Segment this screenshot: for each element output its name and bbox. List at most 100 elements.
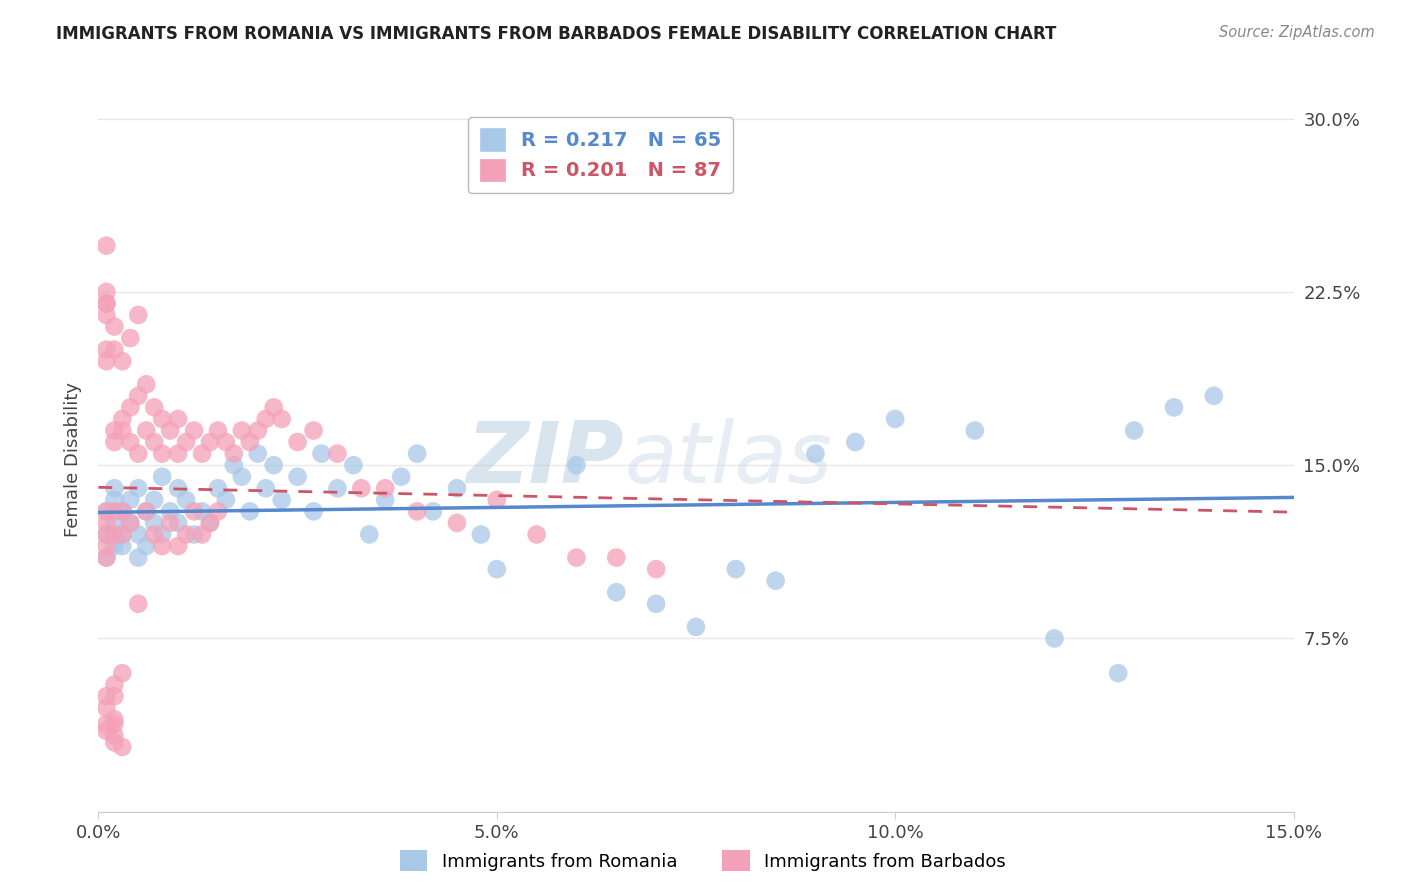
Point bbox=[374, 492, 396, 507]
Point bbox=[135, 504, 157, 518]
Point bbox=[103, 729, 125, 743]
Point bbox=[191, 504, 214, 518]
Text: atlas: atlas bbox=[624, 417, 832, 501]
Point bbox=[1163, 401, 1185, 415]
Point bbox=[103, 319, 125, 334]
Text: IMMIGRANTS FROM ROMANIA VS IMMIGRANTS FROM BARBADOS FEMALE DISABILITY CORRELATIO: IMMIGRANTS FROM ROMANIA VS IMMIGRANTS FR… bbox=[56, 25, 1057, 43]
Point bbox=[96, 550, 118, 565]
Point bbox=[765, 574, 787, 588]
Point bbox=[103, 481, 125, 495]
Point bbox=[1043, 632, 1066, 646]
Point bbox=[96, 354, 118, 368]
Point bbox=[565, 458, 588, 472]
Point bbox=[103, 539, 125, 553]
Point bbox=[198, 435, 221, 450]
Point bbox=[167, 539, 190, 553]
Point bbox=[526, 527, 548, 541]
Point bbox=[111, 354, 134, 368]
Point bbox=[207, 481, 229, 495]
Point bbox=[127, 447, 149, 461]
Point bbox=[103, 712, 125, 726]
Point bbox=[645, 562, 668, 576]
Point bbox=[1123, 424, 1146, 438]
Point bbox=[485, 562, 508, 576]
Point bbox=[1202, 389, 1225, 403]
Point bbox=[103, 435, 125, 450]
Point bbox=[246, 424, 269, 438]
Text: ZIP: ZIP bbox=[467, 417, 624, 501]
Point bbox=[96, 238, 118, 252]
Point bbox=[302, 424, 325, 438]
Point bbox=[422, 504, 444, 518]
Point bbox=[844, 435, 866, 450]
Point bbox=[127, 481, 149, 495]
Point bbox=[96, 717, 118, 731]
Point bbox=[127, 550, 149, 565]
Point bbox=[685, 620, 707, 634]
Point bbox=[96, 689, 118, 703]
Point bbox=[96, 527, 118, 541]
Point bbox=[645, 597, 668, 611]
Point bbox=[239, 504, 262, 518]
Point bbox=[96, 296, 118, 310]
Point bbox=[103, 717, 125, 731]
Point bbox=[96, 504, 118, 518]
Point bbox=[96, 516, 118, 530]
Point bbox=[207, 504, 229, 518]
Point bbox=[342, 458, 364, 472]
Point bbox=[605, 585, 627, 599]
Point bbox=[183, 527, 205, 541]
Point bbox=[183, 424, 205, 438]
Point bbox=[724, 562, 747, 576]
Point bbox=[270, 492, 292, 507]
Point bbox=[326, 481, 349, 495]
Point bbox=[207, 424, 229, 438]
Point bbox=[96, 550, 118, 565]
Point bbox=[111, 424, 134, 438]
Point bbox=[183, 504, 205, 518]
Point bbox=[143, 492, 166, 507]
Point bbox=[150, 412, 173, 426]
Point bbox=[231, 424, 253, 438]
Point bbox=[103, 678, 125, 692]
Point bbox=[96, 343, 118, 357]
Point bbox=[96, 296, 118, 310]
Point bbox=[127, 597, 149, 611]
Point bbox=[135, 504, 157, 518]
Point bbox=[389, 469, 412, 483]
Point bbox=[254, 412, 277, 426]
Point bbox=[191, 447, 214, 461]
Point bbox=[127, 389, 149, 403]
Point bbox=[159, 424, 181, 438]
Point bbox=[159, 504, 181, 518]
Point bbox=[96, 285, 118, 299]
Point bbox=[127, 527, 149, 541]
Point bbox=[120, 492, 142, 507]
Point bbox=[287, 435, 309, 450]
Point bbox=[111, 739, 134, 754]
Point bbox=[120, 331, 142, 345]
Point bbox=[135, 377, 157, 392]
Point bbox=[111, 539, 134, 553]
Point bbox=[103, 504, 125, 518]
Point bbox=[96, 700, 118, 714]
Legend: Immigrants from Romania, Immigrants from Barbados: Immigrants from Romania, Immigrants from… bbox=[394, 843, 1012, 879]
Point bbox=[174, 435, 197, 450]
Point bbox=[470, 527, 492, 541]
Point bbox=[446, 516, 468, 530]
Point bbox=[239, 435, 262, 450]
Point bbox=[254, 481, 277, 495]
Point bbox=[406, 447, 429, 461]
Point bbox=[103, 492, 125, 507]
Point bbox=[215, 492, 238, 507]
Point bbox=[222, 447, 245, 461]
Point bbox=[150, 447, 173, 461]
Point bbox=[406, 504, 429, 518]
Point bbox=[143, 516, 166, 530]
Point bbox=[222, 458, 245, 472]
Point bbox=[120, 516, 142, 530]
Text: Source: ZipAtlas.com: Source: ZipAtlas.com bbox=[1219, 25, 1375, 40]
Point bbox=[150, 527, 173, 541]
Point bbox=[127, 308, 149, 322]
Point bbox=[167, 481, 190, 495]
